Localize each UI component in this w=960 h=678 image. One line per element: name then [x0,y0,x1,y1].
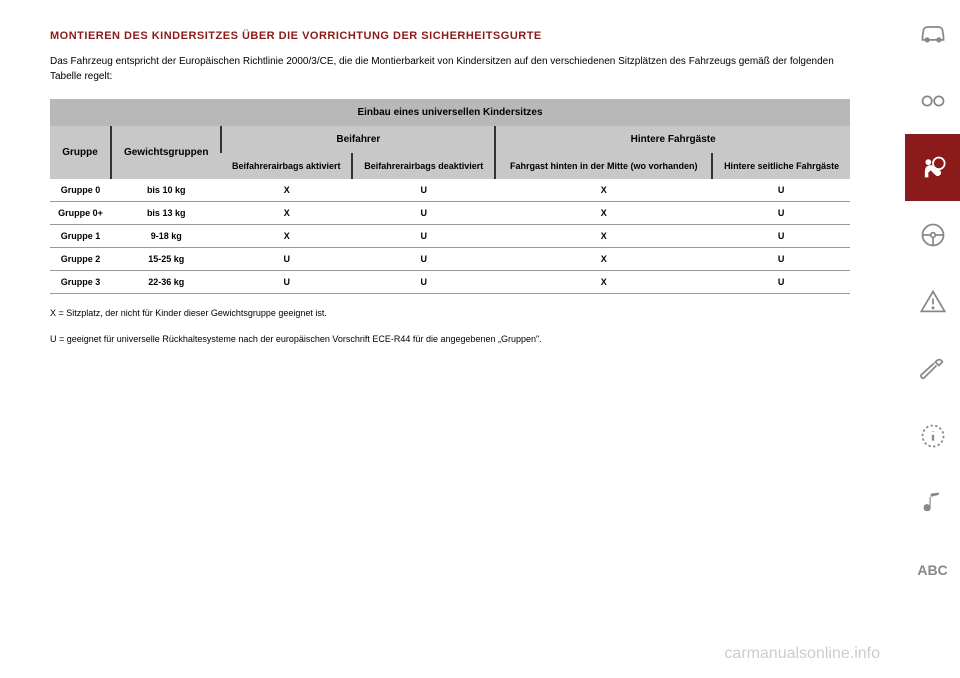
cell-weight: 15-25 kg [111,248,221,271]
table-row: Gruppe 0+ bis 13 kg X U X U [50,202,850,225]
table-body: Gruppe 0 bis 10 kg X U X U Gruppe 0+ bis… [50,179,850,294]
child-seat-table: Einbau eines universellen Kindersitzes G… [50,99,850,294]
cell-value: X [221,202,352,225]
cell-value: X [221,179,352,202]
cell-value: U [352,179,495,202]
table-row: Gruppe 0 bis 10 kg X U X U [50,179,850,202]
sidebar-item-info[interactable] [905,402,960,469]
table-main-header: Einbau eines universellen Kindersitzes [50,99,850,126]
cell-value: U [712,202,850,225]
sidebar-item-audio[interactable] [905,469,960,536]
cell-group: Gruppe 0+ [50,202,111,225]
cell-value: U [352,271,495,294]
cell-value: U [352,248,495,271]
cell-value: X [495,225,712,248]
col-rear: Hintere Fahrgäste [495,126,850,153]
cell-value: X [495,202,712,225]
cell-value: U [712,271,850,294]
music-note-icon [919,489,947,517]
cell-value: U [712,248,850,271]
cell-value: X [495,179,712,202]
sidebar-item-dashboard[interactable] [905,67,960,134]
footnote-x: X = Sitzplatz, der nicht für Kinder dies… [50,306,850,320]
col-rear-side: Hintere seitliche Fahrgäste [712,153,850,179]
sidebar-item-maintenance[interactable] [905,335,960,402]
cell-value: U [712,225,850,248]
col-passenger: Beifahrer [221,126,495,153]
intro-text: Das Fahrzeug entspricht der Europäischen… [50,54,850,84]
sidebar-item-index[interactable]: ABC [905,536,960,603]
cell-weight: bis 13 kg [111,202,221,225]
col-airbag-active: Beifahrerairbags aktiviert [221,153,352,179]
watermark: carmanualsonline.info [724,645,880,663]
sidebar-item-warning[interactable] [905,268,960,335]
col-group: Gruppe [50,126,111,179]
dashboard-icon [919,87,947,115]
steering-wheel-icon [919,221,947,249]
abc-label: ABC [917,562,947,578]
warning-icon [919,288,947,316]
sidebar-item-car[interactable] [905,0,960,67]
cell-value: X [221,225,352,248]
cell-value: U [352,225,495,248]
cell-value: X [495,248,712,271]
col-airbag-inactive: Beifahrerairbags deaktiviert [352,153,495,179]
cell-group: Gruppe 0 [50,179,111,202]
wrench-icon [919,355,947,383]
cell-weight: bis 10 kg [111,179,221,202]
table-row: Gruppe 1 9-18 kg X U X U [50,225,850,248]
col-weight: Gewichtsgruppen [111,126,221,179]
cell-value: U [221,271,352,294]
cell-value: U [712,179,850,202]
page-title: MONTIEREN DES KINDERSITZES ÜBER DIE VORR… [50,30,850,42]
sidebar-item-safety[interactable] [905,134,960,201]
cell-weight: 9-18 kg [111,225,221,248]
airbag-icon [919,154,947,182]
sidebar-item-steering[interactable] [905,201,960,268]
info-icon [919,422,947,450]
cell-group: Gruppe 3 [50,271,111,294]
car-icon [919,20,947,48]
cell-group: Gruppe 2 [50,248,111,271]
footnote-u: U = geeignet für universelle Rückhaltesy… [50,332,850,346]
main-content: MONTIEREN DES KINDERSITZES ÜBER DIE VORR… [0,0,890,377]
table-row: Gruppe 3 22-36 kg U U X U [50,271,850,294]
sidebar-nav: ABC [905,0,960,678]
cell-value: X [495,271,712,294]
cell-value: U [352,202,495,225]
cell-value: U [221,248,352,271]
cell-weight: 22-36 kg [111,271,221,294]
col-rear-middle: Fahrgast hinten in der Mitte (wo vorhand… [495,153,712,179]
table-row: Gruppe 2 15-25 kg U U X U [50,248,850,271]
cell-group: Gruppe 1 [50,225,111,248]
